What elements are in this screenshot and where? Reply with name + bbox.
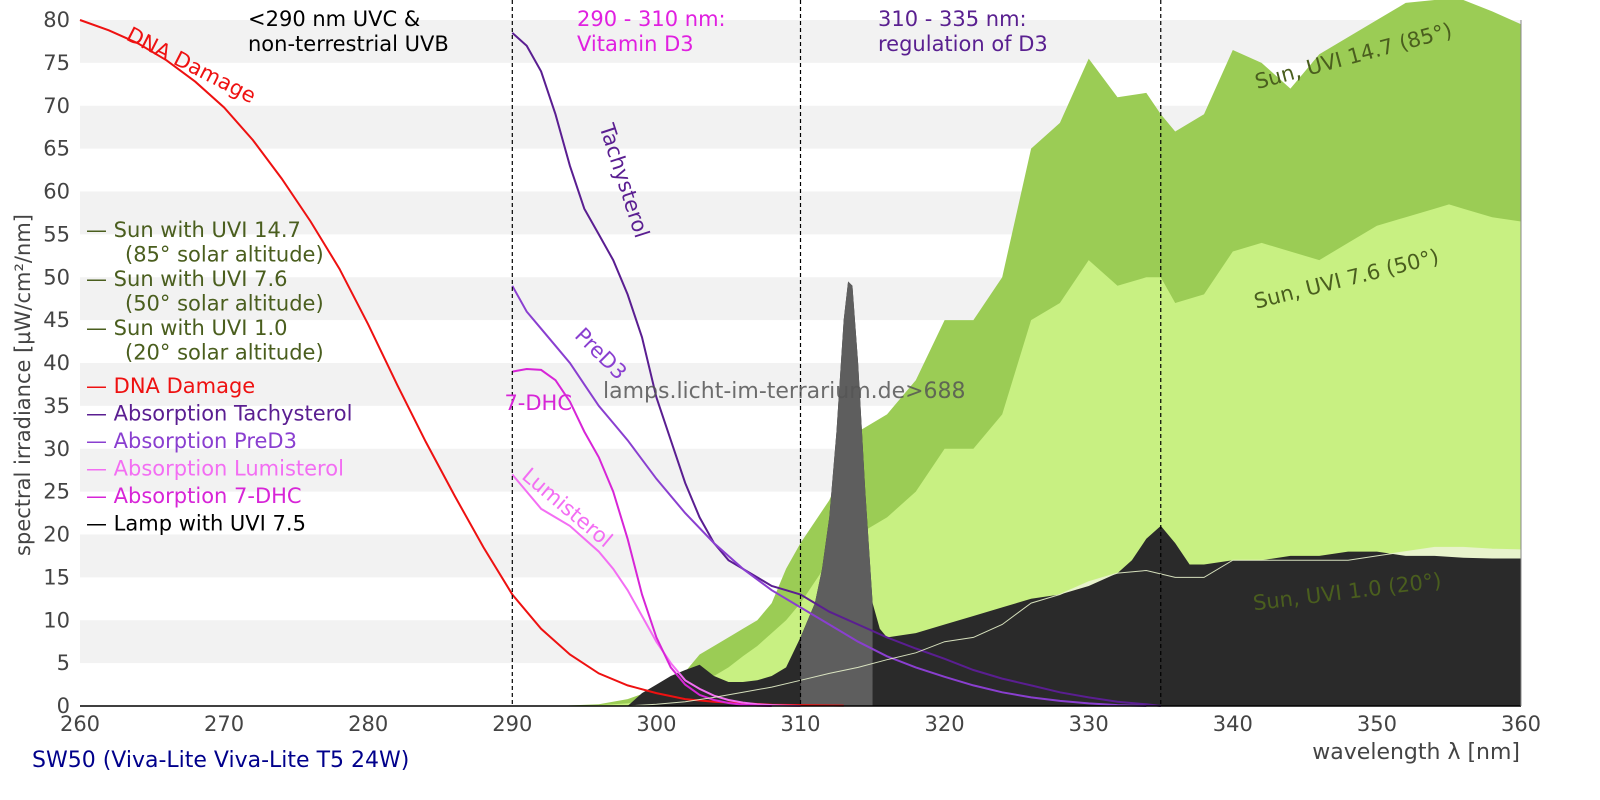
series-dna-damage-line <box>79 19 844 707</box>
x-tick-label: 270 <box>204 712 244 736</box>
region-label-line2: non-terrestrial UVB <box>248 32 449 56</box>
x-tick-label: 360 <box>1501 712 1541 736</box>
legend-item: — Absorption Lumisterol <box>86 457 344 481</box>
series-absorption-pred3-line <box>511 285 1147 707</box>
lamp-caption: SW50 (Viva-Lite Viva-Lite T5 24W) <box>32 748 410 773</box>
y-tick-labels: 0 5 10 15 20 25 30 35 40 45 50 55 60 65 70 75 80 <box>43 8 70 718</box>
legend-item-sub: (85° solar altitude) <box>125 243 324 267</box>
x-tick-label: 340 <box>1213 712 1253 736</box>
axes <box>80 20 1522 707</box>
x-tick-label: 300 <box>636 712 676 736</box>
legend: — Sun with UVI 14.7(85° solar altitude)—… <box>86 218 352 536</box>
x-tick-label: 310 <box>780 712 820 736</box>
region-label-line2: Vitamin D3 <box>577 32 694 56</box>
area-series <box>555 0 1521 706</box>
series-sun-uvi-1-0-outline <box>627 546 1522 707</box>
x-tick-label: 290 <box>492 712 532 736</box>
y-tick-label: 70 <box>43 94 70 118</box>
y-tick-label: 45 <box>43 308 70 332</box>
legend-item: — Sun with UVI 1.0 <box>86 316 288 340</box>
x-tick-label: 350 <box>1357 712 1397 736</box>
grid-band <box>80 20 1521 63</box>
series-absorption-lumisterol-line <box>511 473 801 707</box>
x-tick-label: 260 <box>60 712 100 736</box>
y-tick-label: 80 <box>43 8 70 32</box>
y-tick-label: 10 <box>43 608 70 632</box>
lamp-peak-highlight <box>800 281 873 706</box>
region-label-line1: 310 - 335 nm: <box>878 7 1027 31</box>
y-tick-label: 20 <box>43 523 70 547</box>
y-tick-label: 55 <box>43 222 70 246</box>
legend-item: — Lamp with UVI 7.5 <box>86 512 306 536</box>
x-tick-label: 280 <box>348 712 388 736</box>
region-divider-lines <box>511 0 1162 706</box>
y-tick-label: 30 <box>43 437 70 461</box>
y-tick-label: 0 <box>57 694 70 718</box>
y-axis-label: spectral irradiance [µW/cm²/nm] <box>11 214 35 556</box>
y-tick-label: 15 <box>43 565 70 589</box>
x-axis-label: wavelength λ [nm] <box>1312 740 1520 765</box>
y-tick-label: 65 <box>43 137 70 161</box>
region-label-line1: 290 - 310 nm: <box>577 7 726 31</box>
legend-item-sub: (50° solar altitude) <box>125 292 324 316</box>
legend-item: — Absorption Tachysterol <box>86 402 352 426</box>
y-tick-label: 60 <box>43 180 70 204</box>
region-label-line2: regulation of D3 <box>878 32 1048 56</box>
y-tick-label: 50 <box>43 265 70 289</box>
legend-item: — Absorption PreD3 <box>86 429 297 453</box>
x-tick-labels: 260 270 280 290 300 310 320 330 340 350 360 <box>60 712 1541 736</box>
x-tick-label: 320 <box>925 712 965 736</box>
series-absorption-7-dhc-line <box>512 367 772 707</box>
x-tick-label: 330 <box>1069 712 1109 736</box>
line-series <box>79 19 1522 707</box>
y-tick-label: 25 <box>43 480 70 504</box>
y-tick-label: 40 <box>43 351 70 375</box>
y-tick-label: 75 <box>43 51 70 75</box>
region-label-line1: <290 nm UVC & <box>248 7 420 31</box>
curve-annotation: 7-DHC <box>504 391 572 415</box>
legend-item: — Sun with UVI 14.7 <box>86 218 301 242</box>
legend-item: — DNA Damage <box>86 374 255 398</box>
y-tick-label: 5 <box>57 651 70 675</box>
y-tick-label: 35 <box>43 394 70 418</box>
watermark-text: lamps.licht-im-terrarium.de>688 <box>603 379 966 404</box>
region-labels: <290 nm UVC &non-terrestrial UVB 290 - 31… <box>248 7 1048 56</box>
legend-item-sub: (20° solar altitude) <box>125 341 324 365</box>
legend-item: — Absorption 7-DHC <box>86 484 302 508</box>
legend-item: — Sun with UVI 7.6 <box>86 267 288 291</box>
